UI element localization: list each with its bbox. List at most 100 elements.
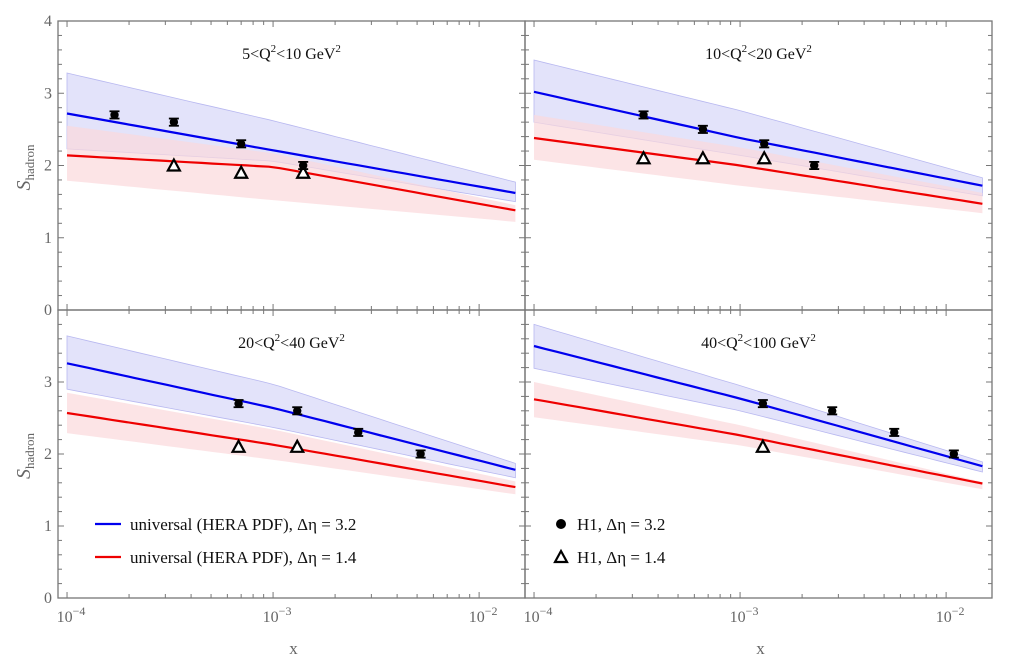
tick-base: 10 xyxy=(263,609,279,626)
h1-eta32-point xyxy=(697,124,708,134)
panel-2: 10<Q2<20 GeV2 xyxy=(533,43,983,214)
legend-circle-marker xyxy=(556,519,566,529)
filled-circle-marker xyxy=(760,139,769,149)
h1-eta32-point xyxy=(233,399,244,409)
filled-circle-marker xyxy=(416,449,425,459)
x-tick-label: 10−2 xyxy=(936,604,965,626)
h1-eta14-triangle-point xyxy=(289,438,306,453)
title-part: <100 GeV xyxy=(743,335,811,352)
red-theory-line xyxy=(66,154,516,212)
h1-eta14-triangle-point xyxy=(233,164,250,179)
filled-circle-marker xyxy=(298,161,308,170)
legend-item-marker: H1, Δη = 1.4 xyxy=(553,548,666,567)
tick-exponent: −4 xyxy=(73,604,86,618)
title-superscript: 2 xyxy=(810,332,816,344)
panel-1: 5<Q2<10 GeV2 xyxy=(66,43,516,222)
x-tick-label: 10−4 xyxy=(57,604,86,626)
red-theory-line xyxy=(66,411,516,489)
filled-circle-marker xyxy=(890,428,899,437)
red-theory-line xyxy=(533,398,983,485)
x-tick-label: 10−3 xyxy=(730,604,759,626)
h1-eta32-point xyxy=(415,449,426,459)
h1-eta14-triangle-point xyxy=(230,438,247,453)
panel-title: 5<Q2<10 GeV2 xyxy=(242,43,341,63)
h1-eta32-point xyxy=(292,406,303,416)
title-superscript: 2 xyxy=(335,43,341,55)
legend-item-line: universal (HERA PDF), Δη = 1.4 xyxy=(95,548,357,567)
x-axis-title: x xyxy=(289,639,298,658)
title-superscript: 2 xyxy=(275,332,281,344)
y-axis-symbol: S xyxy=(13,469,35,479)
blue-theory-line xyxy=(66,362,516,471)
h1-eta32-point xyxy=(948,449,959,459)
title-part: 40<Q xyxy=(701,335,738,352)
filled-circle-marker xyxy=(810,161,819,170)
y-tick-label: 4 xyxy=(44,13,52,30)
blue-theory-line xyxy=(66,112,516,195)
x-tick-label: 10−3 xyxy=(263,604,292,626)
h1-eta14-triangle-point xyxy=(166,157,182,172)
filled-circle-marker xyxy=(236,139,246,149)
filled-circle-marker xyxy=(828,406,837,415)
tick-exponent: −4 xyxy=(540,604,553,618)
title-part: <40 GeV xyxy=(280,335,340,352)
y-tick-label: 2 xyxy=(44,446,52,463)
h1-eta32-point xyxy=(236,139,247,149)
x-tick-label: 10−2 xyxy=(469,604,498,626)
y-axis-subscript: hadron xyxy=(22,144,37,181)
h1-eta14-triangle-point xyxy=(756,149,773,165)
tick-exponent: −2 xyxy=(485,604,498,618)
title-superscript: 2 xyxy=(339,332,345,344)
legend-label: H1, Δη = 1.4 xyxy=(577,548,666,567)
legend-triangle-marker xyxy=(553,548,569,564)
legend-label: universal (HERA PDF), Δη = 1.4 xyxy=(130,548,357,567)
title-part: <10 GeV xyxy=(276,46,336,63)
y-tick-label: 1 xyxy=(44,518,52,535)
panel-title: 20<Q2<40 GeV2 xyxy=(238,332,345,352)
panel-title: 40<Q2<100 GeV2 xyxy=(701,332,816,352)
h1-eta32-point xyxy=(827,406,838,416)
y-axis-title: Shadron xyxy=(13,144,37,191)
panel-frame-4 xyxy=(524,309,993,599)
legend-label: universal (HERA PDF), Δη = 3.2 xyxy=(130,515,356,534)
filled-circle-marker xyxy=(169,117,179,127)
y-tick-label: 0 xyxy=(44,590,52,607)
filled-circle-marker xyxy=(110,110,119,120)
filled-circle-marker xyxy=(949,449,959,459)
tick-exponent: −3 xyxy=(746,604,759,618)
legends: universal (HERA PDF), Δη = 3.2 universal … xyxy=(95,515,666,567)
red-theory-line xyxy=(533,136,983,205)
blue-theory-line xyxy=(533,344,983,468)
h1-eta32-point xyxy=(809,160,820,171)
tick-base: 10 xyxy=(730,609,746,626)
tick-exponent: −3 xyxy=(279,604,292,618)
red-uncertainty-band xyxy=(534,382,983,490)
blue-theory-line xyxy=(533,90,983,187)
h1-eta32-point xyxy=(298,160,309,171)
h1-eta14-triangle-point xyxy=(295,164,312,179)
filled-circle-marker xyxy=(758,399,768,408)
y-tick-label: 2 xyxy=(44,158,52,175)
filled-circle-marker xyxy=(234,399,243,408)
panel-title: 10<Q2<20 GeV2 xyxy=(705,43,812,63)
h1-eta14-triangle-point xyxy=(695,149,711,165)
filled-circle-marker xyxy=(698,125,708,134)
title-part: 20<Q xyxy=(238,335,275,352)
h1-eta14-triangle-point xyxy=(635,149,652,165)
y-axis-title: Shadron xyxy=(13,432,37,479)
legend-item-line: universal (HERA PDF), Δη = 3.2 xyxy=(95,515,356,534)
h1-eta32-point xyxy=(757,399,768,409)
y-tick-label: 0 xyxy=(44,302,52,319)
y-axis-subscript: hadron xyxy=(22,432,37,469)
h1-eta32-point xyxy=(638,110,649,120)
tick-base: 10 xyxy=(469,609,485,626)
title-part: <20 GeV xyxy=(747,46,807,63)
tick-base: 10 xyxy=(57,609,73,626)
h1-eta32-point xyxy=(109,110,120,120)
panel-3: 20<Q2<40 GeV2 xyxy=(66,332,516,495)
filled-circle-marker xyxy=(639,110,648,120)
title-part: 5<Q xyxy=(242,46,271,63)
legend-label: H1, Δη = 3.2 xyxy=(577,515,665,534)
